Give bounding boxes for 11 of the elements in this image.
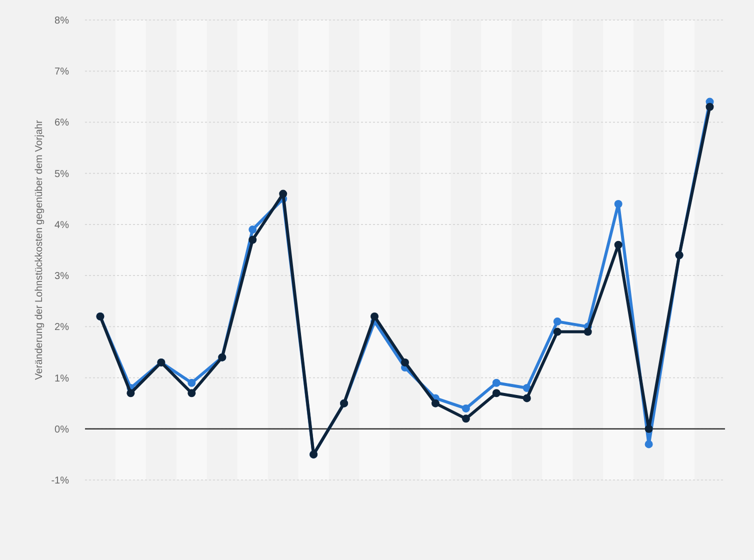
y-tick-label: 0% — [54, 424, 70, 436]
y-tick-label: 5% — [54, 168, 70, 180]
y-tick-label: 3% — [54, 271, 70, 282]
y-tick-label: 8% — [54, 16, 70, 26]
y-tick-label: 2% — [54, 322, 70, 334]
y-axis-title: Veränderung der Lohnstückkosten gegenüber dem Vorjahr — [34, 120, 45, 380]
y-tick-label: 6% — [54, 118, 70, 129]
y-tick-label: 7% — [54, 66, 70, 78]
y-tick-label: -1% — [51, 476, 70, 486]
y-tick-label: 4% — [54, 220, 70, 231]
y-tick-label: 1% — [54, 373, 70, 384]
